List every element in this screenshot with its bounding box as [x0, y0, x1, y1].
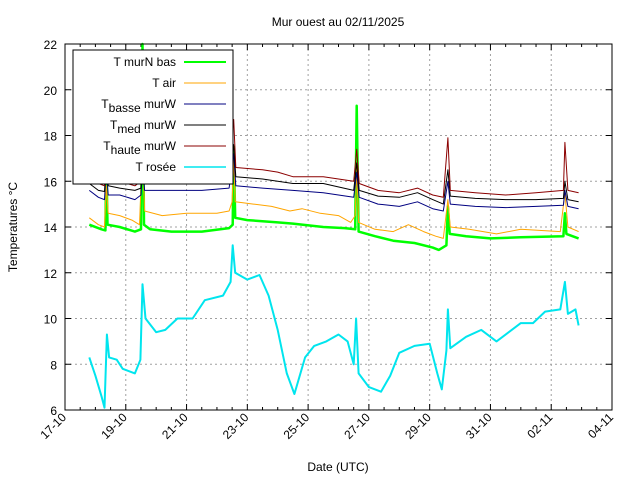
x-tick-label: 23-10 — [220, 410, 252, 442]
legend-label-main: T murN bas — [114, 55, 176, 69]
x-tick-label: 31-10 — [463, 410, 495, 442]
plot-border — [64, 43, 613, 411]
y-tick-label: 18 — [44, 130, 58, 144]
y-tick-label: 20 — [44, 84, 58, 98]
x-tick-label: 17-10 — [38, 410, 70, 442]
y-tick-label: 12 — [44, 267, 58, 281]
legend-label-main: T — [103, 139, 111, 153]
y-tick-label: 8 — [50, 358, 57, 372]
legend-label-rest: murW — [141, 139, 177, 153]
x-axis-label: Date (UTC) — [307, 460, 368, 474]
legend-label-1: T air — [152, 76, 176, 90]
x-tick-label: 19-10 — [98, 410, 130, 442]
series-line-0 — [88, 42, 580, 252]
x-tick-label: 21-10 — [159, 410, 191, 442]
legend-label-main: T — [101, 97, 109, 111]
y-tick-label: 22 — [44, 38, 58, 52]
chart-title: Mur ouest au 02/11/2025 — [272, 15, 405, 29]
legend-label-rest: murW — [141, 118, 177, 132]
y-tick-label: 14 — [44, 221, 58, 235]
y-axis-label: Temperatures °C — [6, 182, 20, 272]
x-tick-label: 04-11 — [585, 410, 616, 441]
legend-label-main: T — [110, 118, 118, 132]
legend-label-5: T rosée — [136, 160, 177, 174]
legend-label-0: T murN bas — [114, 55, 176, 69]
x-tick-label: 02-11 — [524, 410, 555, 441]
series-line-5 — [88, 244, 580, 409]
legend-label-sub: med — [117, 122, 140, 136]
x-tick-label: 27-10 — [341, 410, 373, 442]
y-tick-label: 6 — [50, 404, 57, 418]
legend-label-main: T air — [152, 76, 176, 90]
legend-label-2: Tbasse murW — [101, 97, 176, 115]
series-line-1 — [88, 146, 579, 239]
legend-label-sub: basse — [109, 101, 141, 115]
x-tick-label: 29-10 — [402, 410, 434, 442]
legend-label-main: T rosée — [136, 160, 177, 174]
y-tick-label: 10 — [44, 313, 58, 327]
legend-label-3: Tmed murW — [110, 118, 177, 136]
legend-label-sub: haute — [111, 143, 141, 157]
series-group — [88, 42, 580, 409]
series-line-4 — [89, 119, 579, 198]
x-tick-label: 25-10 — [281, 410, 313, 442]
legend-label-4: Thaute murW — [103, 139, 176, 157]
series-line-3 — [88, 144, 579, 205]
y-tick-label: 16 — [44, 175, 58, 189]
legend-label-rest: murW — [141, 97, 177, 111]
series-line-2 — [88, 153, 579, 212]
legend-box — [72, 49, 234, 185]
